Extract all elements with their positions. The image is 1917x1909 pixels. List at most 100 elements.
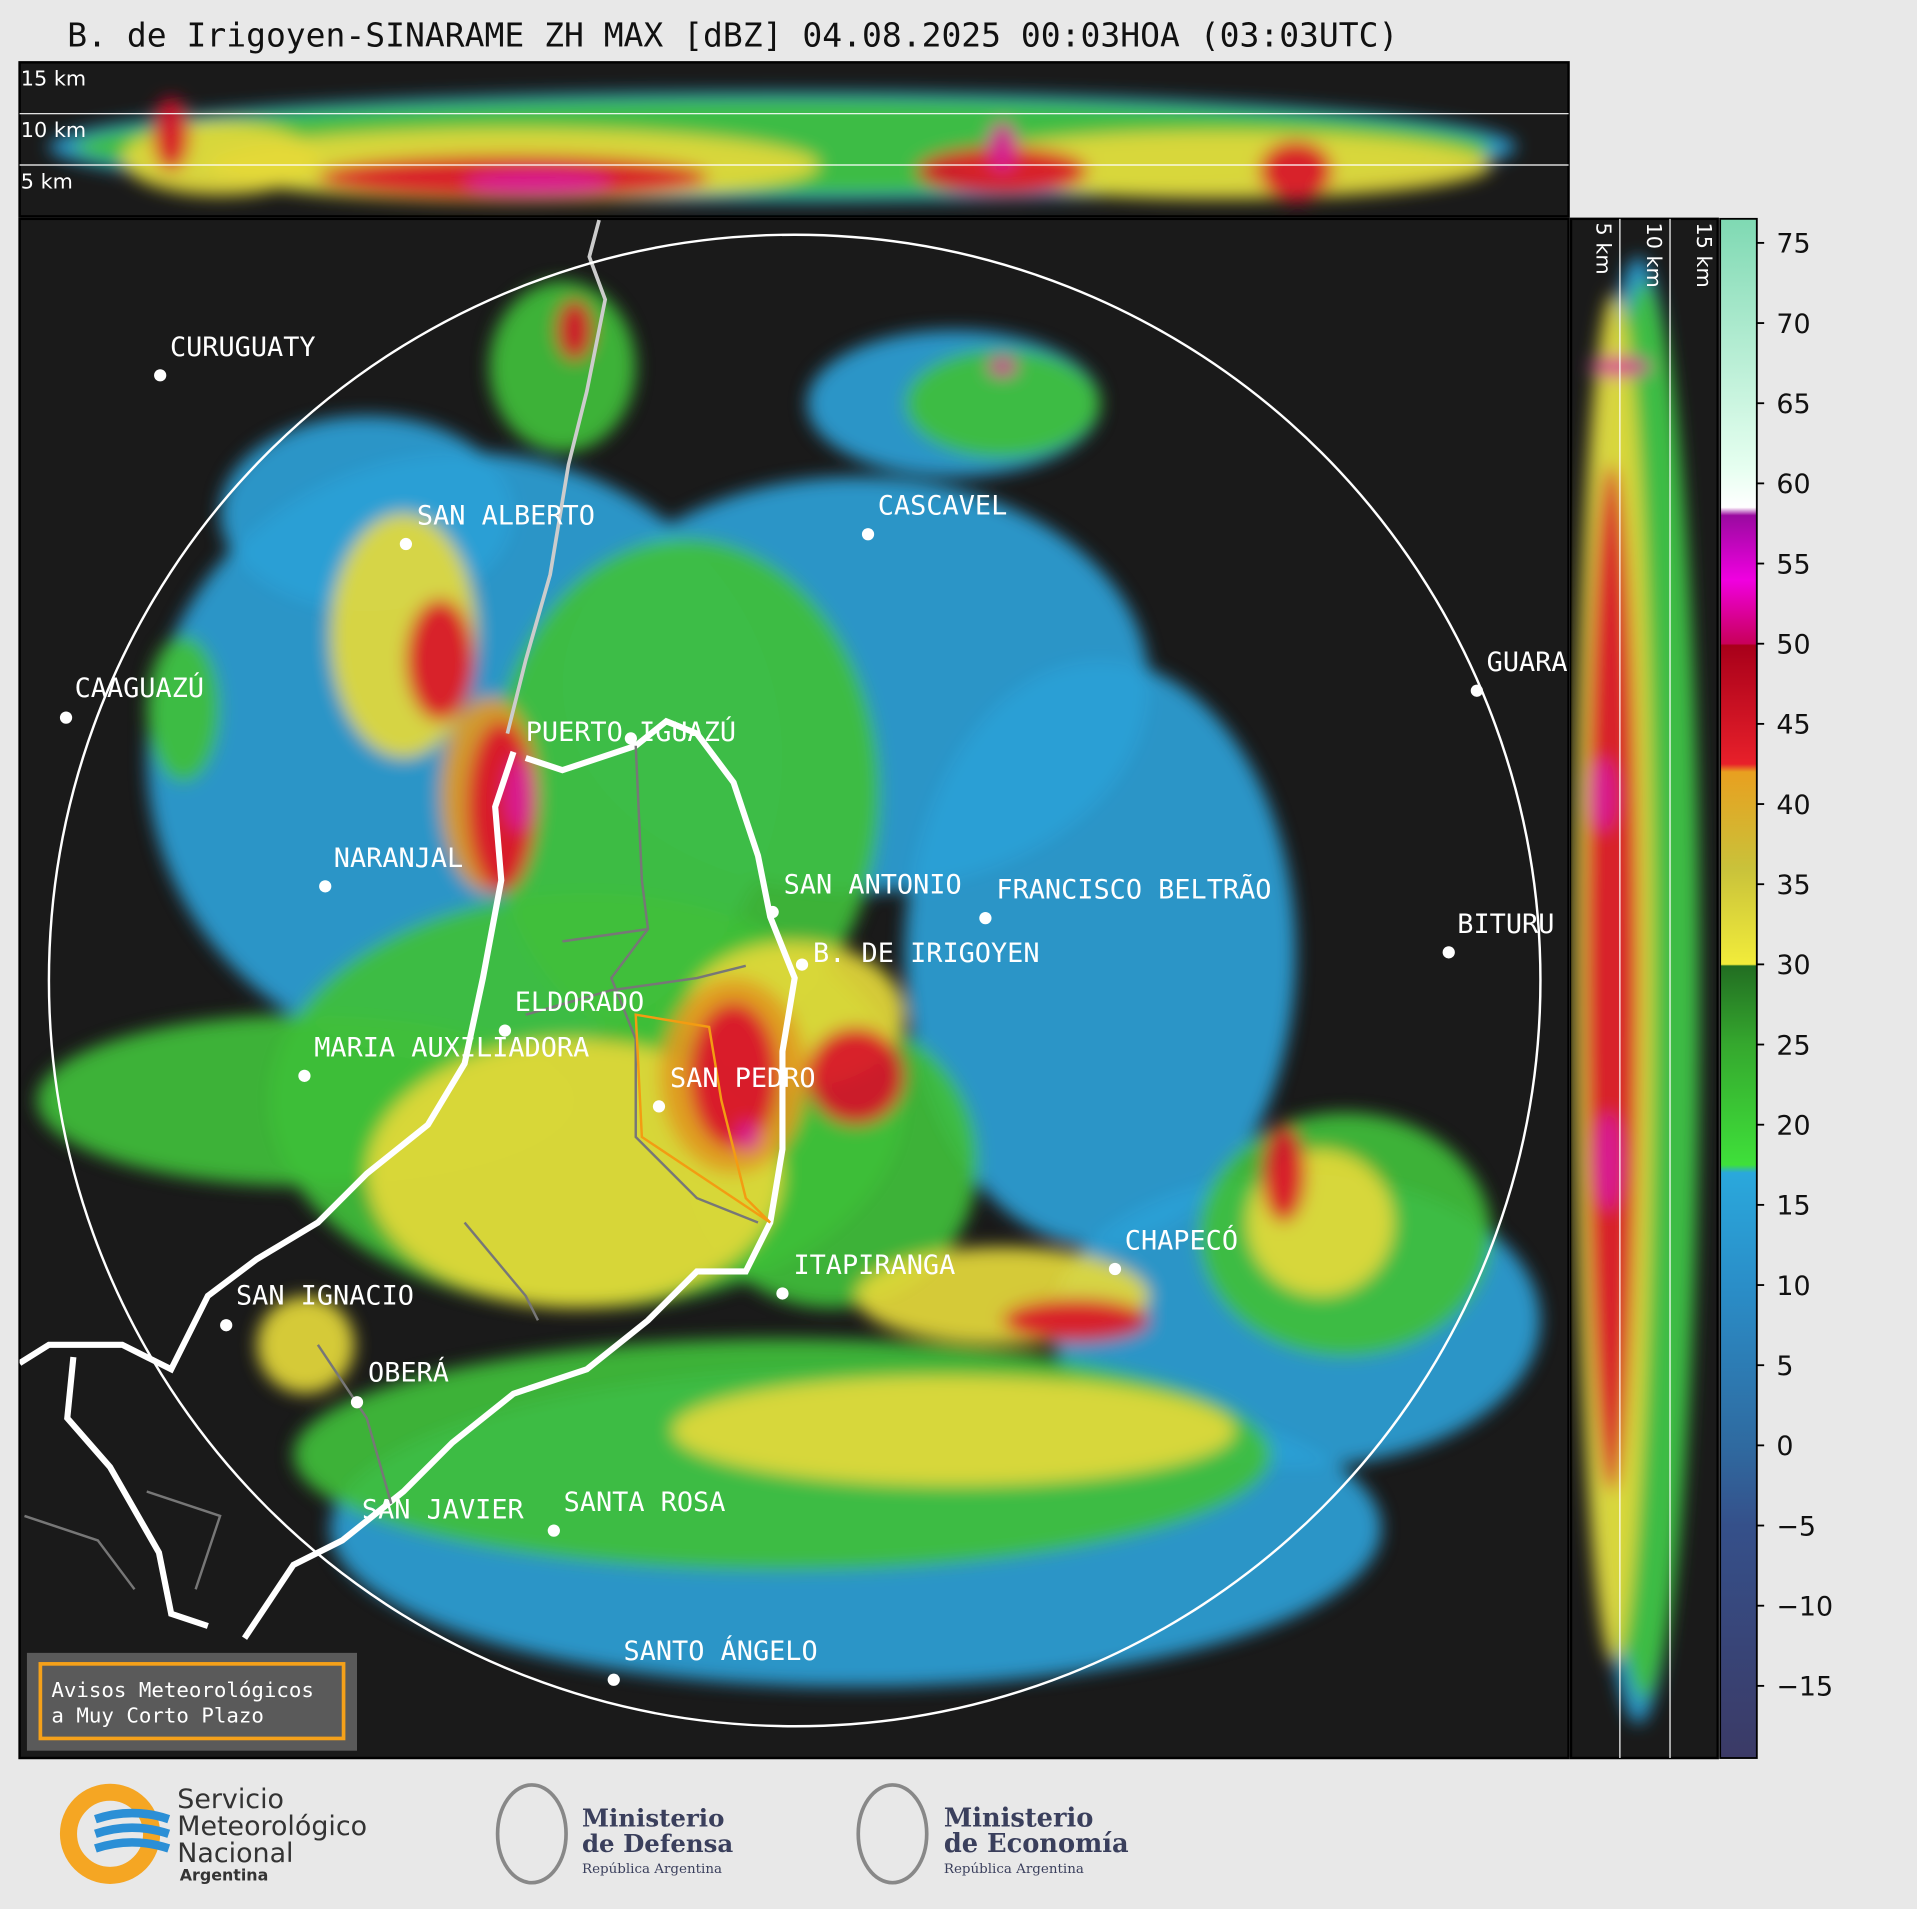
echo <box>904 660 1296 1247</box>
colorbar-tick-label: −5 <box>1776 1511 1816 1542</box>
city-label: NARANJAL <box>334 843 463 874</box>
city-dot <box>220 1319 233 1332</box>
city-dot <box>350 1396 364 1409</box>
colorbar-tick-label: 40 <box>1776 790 1810 821</box>
city-label: SANTA ROSA <box>564 1487 726 1518</box>
colorbar-tick-label: 60 <box>1776 469 1810 500</box>
legend-box[interactable] <box>26 1652 358 1751</box>
logo-shield <box>495 1783 568 1885</box>
province-border <box>24 745 759 1591</box>
smn-logo: Servicio Meteorológico Nacional Argentin… <box>59 1783 367 1884</box>
colorbar-tick-label: 15 <box>1776 1191 1810 1222</box>
boundaries <box>19 219 798 1640</box>
city-label: CASCAVEL <box>878 491 1007 522</box>
legend-border <box>38 1662 346 1741</box>
logo-waves <box>94 1808 171 1853</box>
city-dot <box>498 1024 512 1037</box>
country-border <box>19 717 798 1640</box>
side-echo <box>1574 256 1700 1724</box>
echo <box>504 757 535 832</box>
echo <box>1259 140 1333 202</box>
height-label: 10 km <box>1642 223 1666 288</box>
height-label: 5 km <box>21 169 73 193</box>
echo <box>1261 1124 1306 1223</box>
city-label: SANTO ÁNGELO <box>624 1635 818 1667</box>
city-dot <box>795 958 809 971</box>
echo <box>256 1295 355 1394</box>
height-label: 5 km <box>1592 223 1616 275</box>
colorbar-tick-label: 10 <box>1776 1271 1810 1302</box>
echo <box>1584 464 1639 1492</box>
map-echo <box>36 281 1541 1688</box>
city-label: FRANCISCO BELTRÃO <box>996 874 1271 906</box>
logo-text: Ministerio <box>582 1803 724 1832</box>
colorbar-tick-label: 35 <box>1776 870 1810 901</box>
warning-area <box>634 1013 772 1224</box>
city-dot <box>1108 1262 1122 1276</box>
city-label: CURUGUATY <box>170 332 316 363</box>
colorbar <box>1719 217 1758 1759</box>
city-dot <box>154 369 167 382</box>
city-label: OBERÁ <box>368 1356 449 1388</box>
economia-logo: Ministerio de Economía República Argenti… <box>856 1783 1129 1885</box>
logo-text: Argentina <box>180 1865 269 1884</box>
echo <box>806 1026 905 1125</box>
colorbar-tick-label: 55 <box>1776 549 1810 580</box>
logo-text: de Economía <box>944 1829 1129 1859</box>
city-label: SAN ANTONIO <box>784 870 962 901</box>
colorbar-tick-label: 25 <box>1776 1030 1810 1061</box>
colorbar-tick-label: 30 <box>1776 950 1810 981</box>
legend-text: Avisos Meteorológicos <box>51 1678 314 1702</box>
echo <box>987 356 1018 377</box>
logo-text: República Argentina <box>944 1862 1084 1877</box>
city-dot <box>979 912 992 925</box>
city-label: CHAPECÓ <box>1125 1224 1238 1256</box>
defensa-logo: Ministerio de Defensa República Argentin… <box>495 1783 733 1885</box>
echo <box>152 97 190 172</box>
colorbar-tick-label: 0 <box>1776 1431 1793 1462</box>
city-dot <box>59 711 73 724</box>
logo-text: Servicio <box>177 1784 284 1815</box>
height-label: 10 km <box>21 118 86 142</box>
title: B. de Irigoyen-SINARAME ZH MAX [dBZ] 04.… <box>67 15 1398 54</box>
echo <box>672 1375 1235 1486</box>
echo <box>122 122 318 196</box>
logo-text: Meteorológico <box>177 1811 367 1842</box>
logo-shield <box>856 1783 929 1885</box>
city-dot <box>298 1069 311 1082</box>
height-label: 15 km <box>1692 223 1716 288</box>
top-echo <box>48 91 1516 202</box>
city-label: ELDORADO <box>515 987 644 1018</box>
city-dot <box>547 1524 560 1537</box>
colorbar-tick-label: 65 <box>1776 389 1810 420</box>
logo-text: de Defensa <box>582 1829 733 1858</box>
logo-text: Ministerio <box>944 1803 1094 1833</box>
colorbar-tick-label: 70 <box>1776 309 1810 340</box>
echo <box>735 1122 761 1152</box>
colorbar-tick-label: 50 <box>1776 629 1810 660</box>
cities: CURUGUATY SAN ALBERTO CASCAVEL CAAGUAZÚ GUAR… <box>59 332 1568 1686</box>
echo <box>1592 1112 1623 1211</box>
colorbar-tick-label: 20 <box>1776 1110 1810 1141</box>
colorbar-tick-label: −10 <box>1776 1591 1833 1622</box>
echo <box>489 281 636 453</box>
echo <box>556 299 593 361</box>
city-label: CAAGUAZÚ <box>75 672 204 704</box>
echo <box>987 122 1018 172</box>
city-label: SAN ALBERTO <box>417 500 595 531</box>
colorbar-tick-label: 75 <box>1776 229 1810 260</box>
city-dot <box>766 905 779 919</box>
city-dot <box>861 528 875 541</box>
city-label: B. DE IRIGOYEN <box>813 938 1040 969</box>
colorbar-tick-label: −15 <box>1776 1672 1833 1703</box>
logo-text: Nacional <box>177 1838 293 1869</box>
logo-ring <box>59 1783 161 1884</box>
echo <box>904 348 1101 459</box>
colorbar-tick-label: 5 <box>1776 1351 1793 1382</box>
city-dot <box>399 537 413 551</box>
city-label: SAN IGNACIO <box>236 1280 414 1311</box>
colorbar-tick-label: 45 <box>1776 710 1810 741</box>
city-dot <box>1442 946 1455 959</box>
